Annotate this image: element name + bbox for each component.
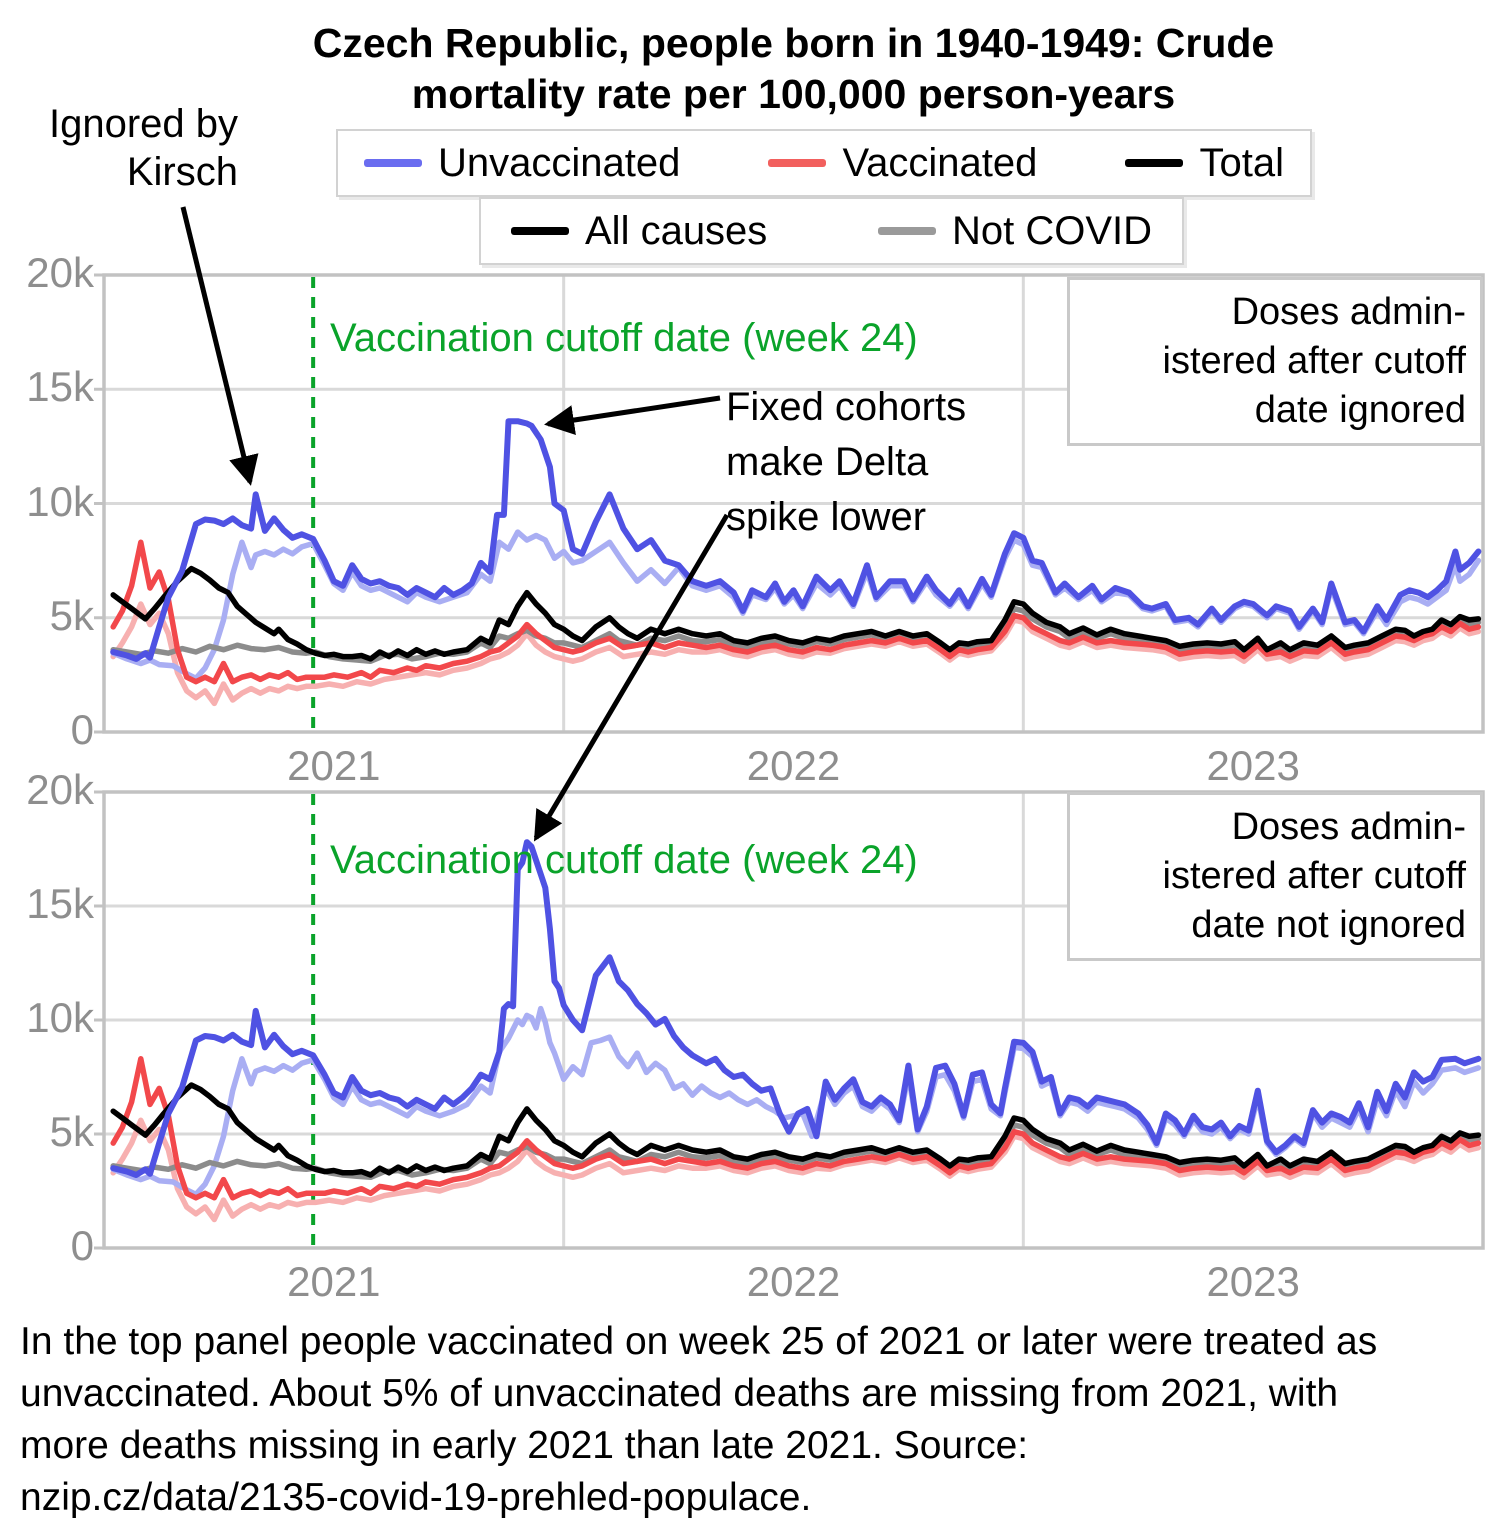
caption-line3: more deaths missing in early 2021 than l… [20, 1424, 1029, 1467]
legend-item-vaccinated: Vaccinated [768, 141, 1037, 186]
y-tick-label: 15k [26, 880, 94, 927]
annotation-cutoff-top: Vaccination cutoff date (week 24) [330, 316, 918, 360]
annotation-cutoff-bottom: Vaccination cutoff date (week 24) [330, 838, 918, 882]
legend-item-all-causes: All causes [511, 209, 767, 254]
legend-groups: Unvaccinated Vaccinated Total [336, 129, 1312, 197]
not-covid-line-swatch [877, 227, 936, 235]
legend-item-not-covid: Not COVID [877, 208, 1152, 254]
series-line-bottom-unvaccinated [110, 839, 1482, 1178]
vaccinated-line-swatch [768, 159, 827, 167]
all-causes-line-swatch [511, 227, 569, 235]
y-tick-label: 10k [26, 477, 94, 525]
series-line-bottom-vaccinated_not_covid [110, 1117, 1482, 1223]
total-line-swatch [1125, 159, 1184, 167]
series-line-bottom-total [110, 1082, 1482, 1178]
series-line-bottom-total_not_covid [110, 1122, 1482, 1181]
y-tick-label: 5k [49, 1108, 94, 1155]
legend-label-unvaccinated: Unvaccinated [438, 140, 681, 185]
x-tick-label: 2022 [746, 742, 841, 789]
caption-text: In the top panel people vaccinated on we… [20, 1316, 1490, 1521]
chart-title: Czech Republic, people born in 1940-1949… [104, 18, 1483, 120]
note-box-top-line2: istered after cutoff [1162, 340, 1466, 382]
series-line-bottom-vaccinated [110, 1056, 1482, 1201]
caption-line2: unvaccinated. About 5% of unvaccinated d… [20, 1372, 1339, 1415]
annotation-fixed-cohorts-line1: Fixed cohorts [726, 385, 967, 429]
y-tick-label: 15k [26, 363, 94, 411]
y-tick-label: 0 [70, 706, 94, 753]
legend-label-all-causes: All causes [585, 208, 768, 253]
note-box-bottom-line2: istered after cutoff [1162, 855, 1466, 897]
chart-title-line1: Czech Republic, people born in 1940-1949… [312, 20, 1275, 66]
series-line-top-vaccinated_not_covid [110, 601, 1482, 707]
annotation-fixed-cohorts-line3: spike lower [726, 495, 927, 539]
chart-title-line2: mortality rate per 100,000 person-years [411, 71, 1176, 117]
legend-label-vaccinated: Vaccinated [842, 140, 1038, 185]
x-tick-label: 2021 [287, 742, 381, 789]
y-tick-label: 0 [70, 1222, 94, 1269]
series-line-top-total_not_covid [110, 605, 1482, 664]
series-line-top-vaccinated [110, 539, 1482, 685]
series-line-top-total [110, 565, 1482, 662]
note-box-bottom-line3: date not ignored [1191, 904, 1466, 946]
annotation-ignored-by-kirsch-line1: Ignored by [48, 102, 238, 146]
unvaccinated-line-swatch [364, 159, 422, 167]
series-line-top-unvaccinated [110, 418, 1482, 662]
legend-label-total: Total [1199, 140, 1284, 185]
y-tick-label: 10k [26, 994, 94, 1041]
annotation-ignored-by-kirsch: Ignored by Kirsch [14, 100, 238, 196]
note-box-doses-not-ignored: Doses admin- istered after cutoff date n… [1067, 792, 1483, 961]
note-box-doses-ignored: Doses admin- istered after cutoff date i… [1067, 277, 1483, 446]
note-box-top-line1: Doses admin- [1231, 291, 1466, 333]
x-tick-label: 2023 [1206, 1258, 1300, 1305]
note-box-bottom-line1: Doses admin- [1231, 806, 1466, 848]
legend-cause-type: All causes Not COVID [479, 197, 1184, 265]
annotation-fixed-cohorts-line2: make Delta [726, 440, 929, 484]
caption-line1: In the top panel people vaccinated on we… [20, 1320, 1378, 1363]
x-tick-label: 2022 [746, 1258, 841, 1305]
y-tick-label: 20k [26, 249, 94, 296]
caption-line4: nzip.cz/data/2135-covid-19-prehled-popul… [20, 1476, 812, 1519]
legend-label-not-covid: Not COVID [951, 208, 1152, 253]
series-line-bottom-unvaccinated_not_covid [110, 1005, 1482, 1198]
x-tick-label: 2023 [1206, 742, 1300, 789]
annotation-fixed-cohorts: Fixed cohorts make Delta spike lower [726, 380, 1026, 545]
annotation-ignored-by-kirsch-line2: Kirsch [126, 150, 238, 194]
x-tick-label: 2021 [287, 1258, 381, 1305]
legend-item-unvaccinated: Unvaccinated [364, 141, 680, 186]
note-box-top-line3: date ignored [1254, 389, 1466, 431]
legend-item-total: Total [1125, 141, 1284, 186]
y-tick-label: 20k [26, 766, 94, 813]
y-tick-label: 5k [49, 591, 94, 639]
